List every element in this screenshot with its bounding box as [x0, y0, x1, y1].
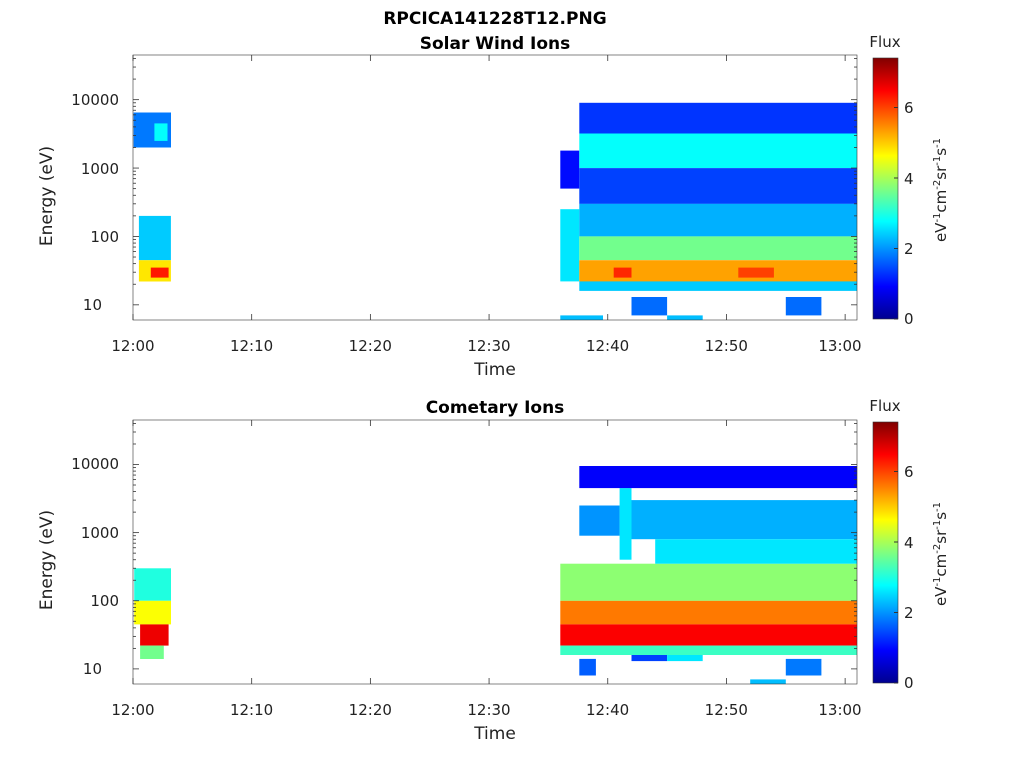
panel2-ylabel: Energy (eV): [37, 510, 57, 610]
figure-title: RPCICA141228T12.PNG: [383, 9, 606, 29]
panel2-xtick-6: 13:00: [818, 701, 861, 719]
panel2-ytick-1: 100: [90, 592, 119, 610]
panel1-flux-cell-12: [579, 260, 857, 282]
panel2-flux-cell-5: [560, 600, 857, 625]
panel1-frame: [132, 54, 858, 321]
panel2-frame: [132, 419, 858, 685]
panel-solar-wind: Solar Wind Ions 12:00 12:10 12:20 12:30 …: [37, 33, 950, 380]
panel2-xtick-1: 12:10: [230, 701, 273, 719]
panel1-flux-cell-9: [579, 168, 857, 204]
panel1-cb-tick-3: 6: [904, 99, 914, 117]
panel1-flux-cell-5: [560, 209, 580, 282]
panel1-flux-cell-4: [150, 267, 169, 278]
panel2-xtick-3: 12:30: [467, 701, 510, 719]
panel1-ticks: [132, 55, 857, 320]
panel1-flux-cell-19: [667, 315, 703, 320]
panel2-flux-cell-11: [785, 658, 822, 676]
panel1-flux-cell-10: [579, 203, 857, 237]
panel2-colorbar: [872, 421, 899, 684]
panel2-xtick-5: 12:50: [705, 701, 748, 719]
panel-cometary: Cometary Ions 12:00 12:10 12:20 12:30 12…: [37, 397, 950, 744]
panel2-flux-cell-3: [140, 645, 164, 659]
panel2-colorbar-label: Flux: [869, 397, 900, 415]
panel1-flux-cell-16: [631, 297, 668, 316]
panel1-cb-tick-1: 2: [904, 240, 914, 258]
panel1-flux-cell-1: [154, 123, 168, 141]
panel1-flux-cell-17: [785, 297, 822, 316]
panel2-flux-cell-16: [579, 466, 857, 489]
panel2-colorbar-ticks: [894, 471, 898, 684]
panel2-flux-cell-7: [560, 645, 857, 655]
panel2-flux-cell-0: [134, 568, 171, 601]
panel2-ytick-0: 10: [83, 660, 102, 678]
panel1-cb-tick-0: 0: [904, 310, 914, 328]
panel2-cb-tick-0: 0: [904, 674, 914, 692]
panel2-flux-cell-17: [655, 539, 857, 564]
panel1-flux-cell-14: [738, 267, 774, 278]
panel2-ticks: [132, 420, 857, 684]
panel2-cb-tick-1: 2: [904, 604, 914, 622]
panel1-flux-cell-2: [138, 215, 171, 261]
panel1-ytick-3: 10000: [71, 91, 119, 109]
panel1-ytick-0: 10: [83, 296, 102, 314]
panel2-flux-cell-2: [140, 624, 169, 646]
panel1-cb-tick-2: 4: [904, 170, 914, 188]
panel2-ytick-2: 1000: [81, 524, 119, 542]
panel2-cb-tick-2: 4: [904, 534, 914, 552]
panel1-flux-cell-8: [579, 102, 857, 134]
panel2-xtick-2: 12:20: [349, 701, 392, 719]
panel1-heatmap: [133, 102, 857, 320]
panel2-flux-cell-13: [631, 500, 857, 540]
panel2-xtick-0: 12:00: [111, 701, 154, 719]
panel2-flux-cell-15: [619, 488, 632, 560]
panel1-xtick-1: 12:10: [230, 337, 273, 355]
panel2-cb-tick-3: 6: [904, 463, 914, 481]
panel1-colorbar-label: Flux: [869, 33, 900, 51]
panel2-flux-cell-8: [579, 658, 596, 676]
panel1-colorbar-unit: eV-1cm-2sr-1s-1: [932, 138, 950, 242]
panel2-flux-cell-10: [667, 655, 703, 662]
panel1-xtick-2: 12:20: [349, 337, 392, 355]
panel1-xtick-4: 12:40: [586, 337, 629, 355]
panel1-ylabel: Energy (eV): [37, 146, 57, 246]
panel1-xtick-0: 12:00: [111, 337, 154, 355]
panel1-flux-cell-18: [560, 315, 603, 320]
panel2-flux-cell-4: [560, 563, 857, 601]
panel2-flux-cell-14: [579, 505, 620, 536]
panel1-flux-cell-7: [579, 133, 857, 168]
panel1-xtick-5: 12:50: [705, 337, 748, 355]
panel1-xtick-3: 12:30: [467, 337, 510, 355]
panel1-flux-cell-6: [560, 150, 580, 189]
panel2-xlabel: Time: [473, 724, 516, 744]
panel1-colorbar-ticks: [894, 107, 898, 320]
panel1-xtick-6: 13:00: [818, 337, 861, 355]
panel2-flux-cell-12: [750, 679, 786, 684]
panel1-flux-cell-15: [579, 281, 857, 291]
panel1-ytick-1: 100: [90, 228, 119, 246]
panel1-colorbar: [872, 57, 899, 320]
panel2-colorbar-unit: eV-1cm-2sr-1s-1: [932, 502, 950, 606]
panel1-ytick-2: 1000: [81, 160, 119, 178]
panel1-flux-cell-13: [613, 267, 632, 278]
panel2-flux-cell-6: [560, 624, 857, 646]
panel2-heatmap: [134, 466, 857, 684]
panel1-flux-cell-11: [579, 236, 857, 261]
panel2-xtick-4: 12:40: [586, 701, 629, 719]
panel2-flux-cell-9: [631, 655, 668, 662]
panel2-ytick-3: 10000: [71, 455, 119, 473]
panel2-title: Cometary Ions: [426, 398, 565, 418]
panel1-title: Solar Wind Ions: [420, 34, 571, 54]
panel2-flux-cell-1: [134, 600, 171, 625]
panel1-xlabel: Time: [473, 360, 516, 380]
